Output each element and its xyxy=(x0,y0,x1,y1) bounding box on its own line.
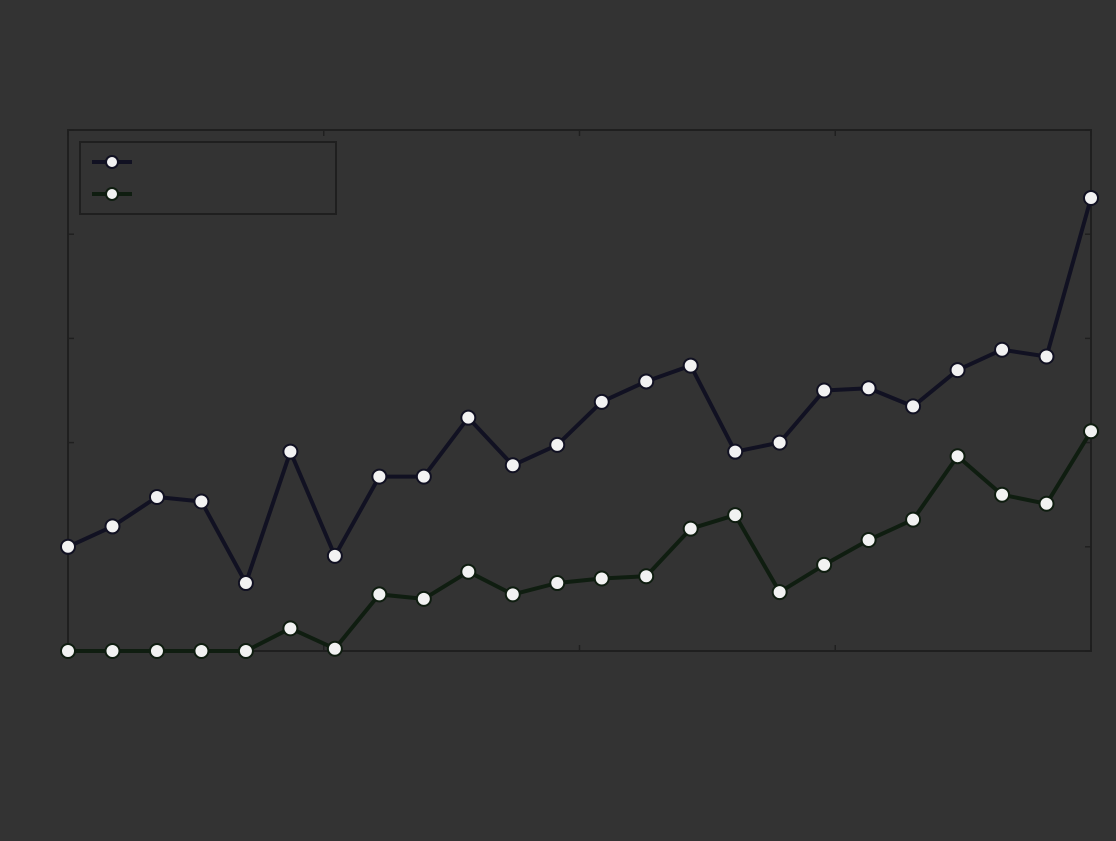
series-1-point xyxy=(816,382,833,399)
series-2-point xyxy=(905,511,922,528)
series-2-point xyxy=(949,448,966,465)
series-1-point xyxy=(282,443,299,460)
series-2-point xyxy=(237,643,254,659)
series-1-point xyxy=(638,373,655,390)
series-1-point xyxy=(415,468,432,485)
series-2-point xyxy=(60,643,76,659)
series-1-line xyxy=(67,197,1093,585)
series-1-point xyxy=(1038,348,1055,365)
legend-box xyxy=(79,141,337,215)
series-1-point xyxy=(1083,189,1099,206)
series-2-point xyxy=(326,640,343,657)
legend-swatch-marker xyxy=(105,187,119,201)
series-2-point xyxy=(148,643,165,659)
series-1-point xyxy=(460,409,477,426)
series-1-point xyxy=(949,362,966,379)
series-layer xyxy=(60,189,1099,659)
series-1-point xyxy=(371,468,388,485)
series-2-point xyxy=(638,568,655,585)
series-1-point xyxy=(682,357,699,374)
series-2-point xyxy=(860,532,877,549)
series-1-point xyxy=(994,341,1011,358)
series-2-point xyxy=(371,586,388,603)
legend xyxy=(79,141,337,215)
series-2-point xyxy=(460,563,477,580)
series-2-point xyxy=(682,520,699,537)
series-1-point xyxy=(771,434,788,451)
series-2-point xyxy=(727,507,744,524)
series-2-point xyxy=(1083,423,1099,440)
series-1-point xyxy=(504,457,521,474)
series-1-point xyxy=(237,575,254,592)
series-2-point xyxy=(994,486,1011,503)
series-1-point xyxy=(727,443,744,460)
series-2 xyxy=(60,423,1099,659)
series-2-point xyxy=(415,590,432,607)
series-2-point xyxy=(549,575,566,592)
series-1-point xyxy=(860,380,877,397)
series-1-point xyxy=(104,518,121,535)
series-1-point xyxy=(193,493,210,510)
series-1-point xyxy=(905,398,922,415)
series-2-point xyxy=(771,584,788,601)
series-2-point xyxy=(816,556,833,573)
series-1-point xyxy=(148,488,165,505)
series-1-point xyxy=(60,538,76,555)
series-2-point xyxy=(1038,495,1055,512)
legend-swatch-marker xyxy=(105,155,119,169)
series-2-point xyxy=(193,643,210,659)
series-2-point xyxy=(282,620,299,637)
series-2-point xyxy=(104,643,121,659)
series-1-point xyxy=(593,393,610,410)
series-2-point xyxy=(593,570,610,587)
series-1 xyxy=(60,189,1099,592)
series-2-point xyxy=(504,586,521,603)
series-1-point xyxy=(326,547,343,564)
series-1-point xyxy=(549,436,566,453)
